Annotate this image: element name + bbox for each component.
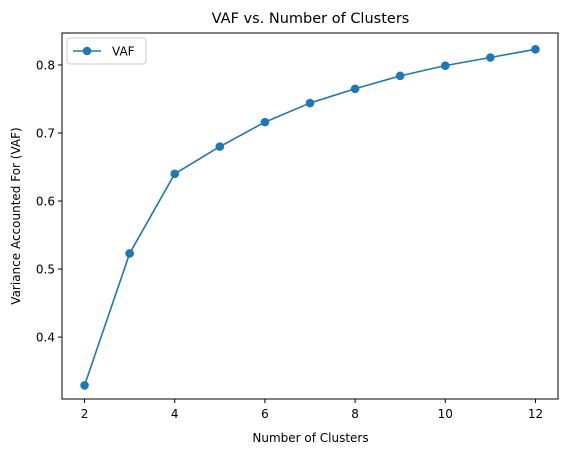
x-axis-ticks: 2 4 6 8 10 12 [81,399,543,421]
chart-title: VAF vs. Number of Clusters [212,11,410,27]
y-tick-label: 0.4 [36,331,55,345]
data-point [395,71,405,81]
y-tick-label: 0.8 [36,58,55,72]
plot-frame [61,32,559,400]
y-axis-ticks: 0.4 0.5 0.6 0.7 0.8 [36,58,62,345]
y-tick-label: 0.7 [36,127,55,141]
y-tick-label: 0.6 [36,195,55,209]
x-axis-label: Number of Clusters [252,431,368,445]
data-point [350,84,360,94]
plot-area [61,32,559,400]
data-point [80,381,89,390]
legend-label: VAF [112,45,135,59]
data-point [215,142,225,151]
y-tick-label: 0.5 [36,263,55,277]
data-point [486,53,495,62]
x-tick-label: 8 [351,407,359,421]
legend: VAF [66,37,147,65]
data-point [440,61,450,70]
x-tick-label: 6 [261,407,269,421]
data-point [531,45,540,54]
legend-marker [82,46,92,56]
legend-box [66,37,147,65]
data-point [305,98,315,108]
data-point [170,169,180,179]
data-point [125,249,134,258]
data-point [260,117,270,127]
x-tick-label: 12 [528,407,543,421]
x-tick-label: 4 [171,407,179,421]
x-tick-label: 10 [438,407,453,421]
series-layer [80,45,540,390]
y-axis-label: Variance Accounted For (VAF) [9,127,23,304]
x-tick-label: 2 [81,407,89,421]
